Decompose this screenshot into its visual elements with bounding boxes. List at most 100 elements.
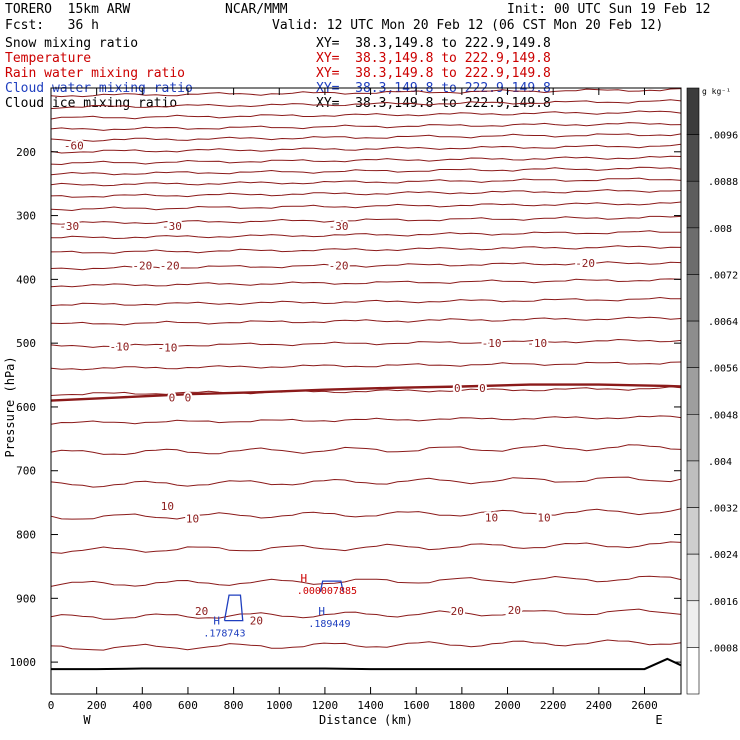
- isotherm-label: -30: [59, 220, 79, 233]
- colorbar-tick-label: .0088: [708, 177, 738, 188]
- colorbar-band: [686, 134, 700, 182]
- x-tick-label: 1600: [403, 699, 430, 712]
- cloud-water-contour: [223, 594, 244, 622]
- colorbar-band: [686, 414, 700, 462]
- west-endpoint-label: W: [83, 713, 91, 727]
- rain-max-marker: H: [300, 572, 307, 585]
- isotherm-line: [50, 541, 682, 554]
- y-tick-label: 300: [16, 210, 36, 223]
- colorbar-band: [686, 367, 700, 415]
- x-tick-label: 1800: [449, 699, 476, 712]
- isotherm-line: [50, 415, 682, 425]
- isotherm-label: 20: [508, 604, 521, 617]
- zero-isotherm-line: [50, 383, 682, 402]
- y-tick-label: 400: [16, 273, 36, 286]
- cloud-water-contour: [319, 580, 344, 593]
- isotherm-line: [50, 143, 682, 154]
- x-tick-label: 600: [178, 699, 198, 712]
- legend-xy-snow: XY= 38.3,149.8 to 222.9,149.8: [316, 36, 551, 51]
- colorbar-band: [686, 647, 700, 695]
- colorbar-band: [686, 227, 700, 275]
- isotherm-label: 20: [250, 615, 263, 628]
- cloud-water-max-marker: H: [318, 605, 325, 618]
- x-tick-label: 1400: [357, 699, 384, 712]
- colorbar-tick-label: .0064: [708, 317, 738, 328]
- colorbar-unit: g kg⁻¹: [702, 87, 731, 96]
- x-tick-label: 0: [48, 699, 55, 712]
- x-tick-label: 1200: [312, 699, 339, 712]
- isotherm-label: 0: [454, 382, 461, 395]
- y-tick-label: 900: [16, 592, 36, 605]
- isotherm-label: -20: [575, 257, 595, 270]
- isotherm-line: [50, 122, 682, 131]
- isotherm-line: [50, 338, 682, 348]
- colorbar-tick-label: .004: [708, 457, 732, 468]
- cloud-water-max-value: .178743: [203, 629, 245, 640]
- east-endpoint-label: E: [655, 713, 662, 727]
- colorbar-band: [686, 320, 700, 368]
- isotherm-label: -10: [482, 337, 502, 350]
- colorbar-tick-label: .0096: [708, 131, 738, 142]
- x-tick-label: 2400: [586, 699, 613, 712]
- isotherm-line: [50, 88, 682, 98]
- colorbar-band: [686, 553, 700, 602]
- init-time: Init: 00 UTC Sun 19 Feb 12: [507, 2, 711, 17]
- isotherm-line: [50, 575, 682, 587]
- colorbar-tick-label: .0048: [708, 410, 738, 421]
- isotherm-label: -10: [110, 340, 130, 353]
- isotherm-line: [50, 177, 682, 187]
- isotherm-label: -30: [162, 220, 182, 233]
- y-tick-label: 800: [16, 529, 36, 542]
- isotherm-line: [50, 639, 682, 651]
- isotherm-label: -60: [64, 139, 84, 152]
- isotherm-line: [50, 110, 682, 120]
- x-tick-label: 800: [224, 699, 244, 712]
- legend-xy-temperature: XY= 38.3,149.8 to 222.9,149.8: [316, 51, 551, 66]
- cloud-water-max-marker: H: [213, 615, 220, 628]
- x-tick-label: 1000: [266, 699, 293, 712]
- isotherm-line: [50, 361, 682, 371]
- colorbar-band: [686, 600, 700, 648]
- isotherm-label: -10: [527, 337, 547, 350]
- isotherm-label: -30: [329, 220, 349, 233]
- colorbar-band: [686, 180, 700, 229]
- isotherm-line: [50, 261, 682, 271]
- y-tick-label: 200: [16, 146, 36, 159]
- isotherm-line: [50, 155, 682, 166]
- colorbar-tick-label: .0072: [708, 270, 738, 281]
- x-tick-label: 2000: [494, 699, 521, 712]
- plot-frame: [50, 87, 682, 695]
- isotherm-line: [50, 296, 681, 307]
- colorbar-tick-label: .0056: [708, 364, 738, 375]
- y-axis-title: Pressure (hPa): [3, 356, 17, 457]
- isotherm-label: -20: [329, 259, 349, 272]
- legend-label-rain: Rain water mixing ratio: [5, 66, 186, 81]
- isotherm-label: 10: [485, 511, 498, 524]
- colorbar-tick-label: .0016: [708, 597, 738, 608]
- isotherm-line: [50, 386, 682, 396]
- colorbar-band: [686, 274, 700, 322]
- isotherm-line: [50, 476, 682, 488]
- model-title: TORERO 15km ARW: [5, 2, 131, 17]
- cloud-water-max-value: .189449: [308, 619, 350, 630]
- isotherm-label: 0: [479, 382, 486, 395]
- x-tick-label: 200: [87, 699, 107, 712]
- colorbar-tick-label: .0024: [708, 550, 738, 561]
- isotherm-label: -20: [160, 259, 180, 272]
- org-label: NCAR/MMM: [225, 2, 288, 17]
- y-tick-label: 500: [16, 337, 36, 350]
- rain-max-value: .000007885: [297, 586, 357, 597]
- isotherm-line: [50, 316, 682, 326]
- isotherm-line: [50, 215, 682, 225]
- isotherm-line: [50, 201, 682, 212]
- legend-label-temperature: Temperature: [5, 51, 92, 66]
- isotherm-line: [50, 245, 682, 254]
- isotherm-label: 10: [186, 513, 199, 526]
- isotherm-line: [50, 133, 682, 142]
- isotherm-line: [50, 189, 682, 198]
- colorbar-band: [686, 87, 700, 135]
- x-tick-label: 2200: [540, 699, 567, 712]
- isotherm-label: -10: [157, 342, 177, 355]
- colorbar-tick-label: .0008: [708, 643, 738, 654]
